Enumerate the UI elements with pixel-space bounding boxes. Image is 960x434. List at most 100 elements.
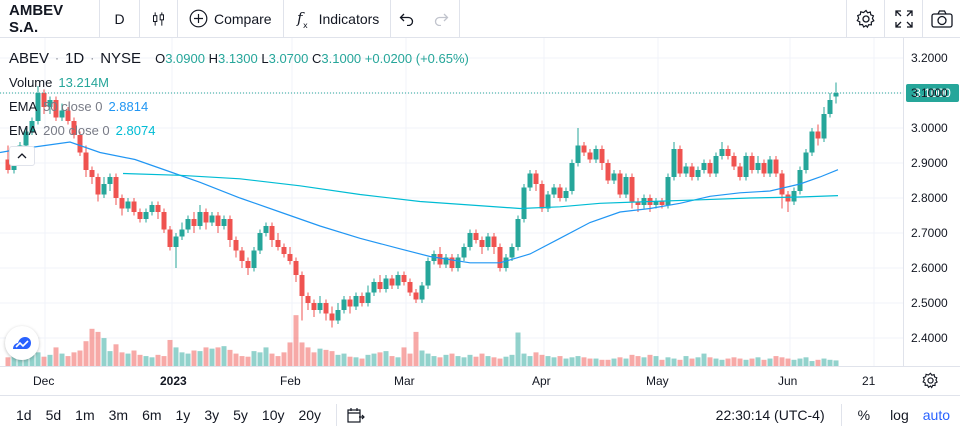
price-tick: 2.5000	[911, 296, 948, 310]
redo-button[interactable]	[423, 0, 461, 38]
volume-bar	[233, 353, 239, 366]
candle-body	[773, 159, 779, 174]
candle-body	[821, 114, 827, 139]
candle-body	[269, 226, 275, 240]
volume-bar	[437, 357, 443, 366]
range-6m[interactable]: 6m	[142, 406, 162, 423]
range-1y[interactable]: 1y	[175, 406, 191, 423]
candle-body	[587, 152, 593, 160]
range-3y[interactable]: 3y	[204, 406, 220, 423]
candle-body	[467, 233, 473, 247]
goto-date-button[interactable]	[347, 407, 365, 423]
chart-type-button[interactable]	[140, 0, 178, 38]
volume-bar	[209, 348, 215, 366]
auto-toggle[interactable]: auto	[922, 407, 950, 423]
candle-body	[59, 110, 65, 118]
price-axis[interactable]: 3.1000 3.2000 3.1000 3.0000 2.9000 2.8000 2.7…	[903, 38, 960, 366]
range-1m[interactable]: 1m	[75, 406, 95, 423]
volume-bar	[623, 358, 629, 366]
tradingview-logo[interactable]	[5, 326, 39, 360]
fullscreen-button[interactable]	[884, 0, 922, 38]
ema200-params: 200 close 0	[43, 122, 110, 138]
legend-ticker: ABEV	[9, 49, 50, 67]
candle-body	[149, 205, 155, 212]
volume-bar	[485, 356, 491, 366]
candle-body	[119, 198, 125, 209]
candle-body	[161, 212, 167, 230]
range-10y[interactable]: 10y	[261, 406, 285, 423]
range-5y[interactable]: 5y	[233, 406, 248, 423]
volume-bar	[35, 352, 41, 366]
volume-bar	[659, 359, 665, 366]
candle-body	[515, 219, 521, 247]
price-tick: 3.1000	[911, 86, 948, 100]
clock[interactable]: 22:30:14 (UTC-4)	[715, 407, 825, 423]
candle-body	[497, 247, 503, 268]
candle-body	[83, 152, 89, 170]
candle-body	[701, 163, 707, 170]
candles-icon	[153, 11, 164, 26]
interval-button[interactable]: D	[100, 0, 140, 38]
price-tick: 3.0000	[911, 121, 948, 135]
candle-body	[233, 240, 239, 251]
candle-body	[5, 159, 11, 170]
candle-body	[443, 257, 449, 265]
volume-bar	[227, 349, 233, 366]
legend-ema50-row[interactable]: EMA 50 close 0 2.8814	[9, 94, 469, 118]
legend-collapse-button[interactable]	[9, 146, 35, 166]
toolbar-right	[846, 0, 960, 38]
candle-body	[581, 145, 587, 153]
range-1d[interactable]: 1d	[16, 406, 32, 423]
candle-body	[347, 299, 353, 307]
volume-bar	[581, 357, 587, 366]
volume-bar	[557, 356, 563, 366]
candle-body	[77, 135, 83, 153]
volume-bar	[665, 357, 671, 366]
volume-bar	[821, 358, 827, 366]
legend-volume-row[interactable]: Volume 13.214M	[9, 70, 469, 94]
candle-body	[263, 226, 269, 233]
candle-body	[209, 215, 215, 223]
candle-body	[659, 201, 665, 205]
calendar-range-icon	[347, 407, 365, 423]
candle-body	[305, 296, 311, 303]
volume-bar	[611, 358, 617, 366]
volume-bar	[275, 356, 281, 366]
percent-toggle[interactable]: %	[857, 407, 871, 423]
chart-pane[interactable]: ABEV · 1D · NYSE O3.0900 H3.1300 L3.0700…	[0, 38, 903, 366]
price-chart[interactable]	[0, 38, 903, 366]
volume-bar	[329, 351, 335, 366]
indicators-label: Indicators	[318, 10, 380, 27]
candle-body	[503, 257, 509, 268]
time-axis-settings-button[interactable]	[922, 372, 939, 394]
symbol-search[interactable]: AMBEV S.A.	[0, 0, 100, 38]
undo-button[interactable]	[391, 0, 423, 38]
candle-body	[803, 152, 809, 170]
range-3m[interactable]: 3m	[108, 406, 129, 423]
candle-body	[89, 170, 95, 177]
volume-bar	[803, 357, 809, 366]
volume-bar	[407, 353, 413, 366]
candle-body	[221, 219, 227, 226]
time-axis[interactable]: Dec 2023 Feb Mar Apr May Jun 21	[0, 366, 960, 394]
volume-bar	[503, 356, 509, 366]
volume-bar	[545, 356, 551, 366]
range-5d[interactable]: 5d	[45, 406, 62, 423]
volume-bar	[617, 357, 623, 366]
volume-bar	[125, 353, 131, 366]
candle-body	[107, 177, 113, 184]
candle-body	[389, 278, 395, 286]
snapshot-button[interactable]	[922, 0, 960, 38]
compare-button[interactable]: Compare	[178, 0, 284, 38]
volume-value: 13.214M	[58, 74, 109, 90]
candle-body	[317, 303, 323, 310]
range-20y[interactable]: 20y	[298, 406, 322, 423]
volume-bar	[143, 356, 149, 366]
log-toggle[interactable]: log	[890, 407, 909, 423]
settings-button[interactable]	[846, 0, 884, 38]
candle-body	[167, 229, 173, 247]
legend-ema200-row[interactable]: EMA 200 close 0 2.8074	[9, 118, 469, 142]
candle-body	[425, 261, 431, 286]
volume-bar	[53, 347, 59, 366]
